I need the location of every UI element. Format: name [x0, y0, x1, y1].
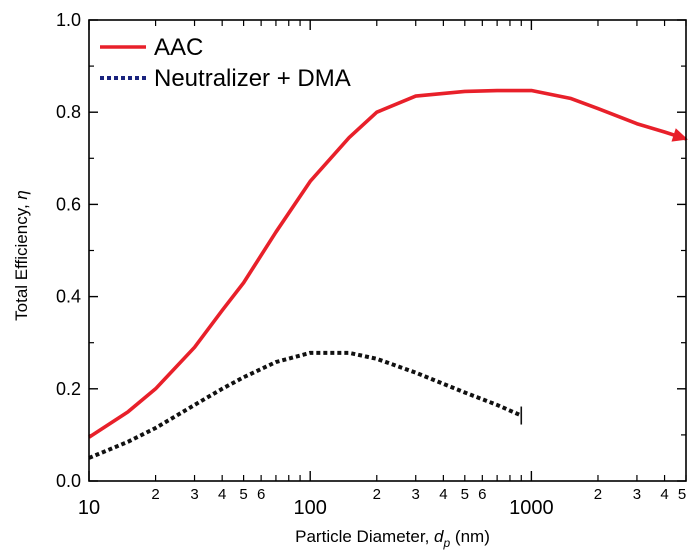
x-minor-tick-label: 6 — [478, 486, 486, 503]
series-end-arrow — [671, 128, 688, 142]
y-axis-label: Total Efficiency, η — [12, 190, 31, 321]
y-axis-label-text: Total Efficiency, — [12, 200, 31, 321]
x-major-tick-label: 1000 — [509, 497, 554, 519]
legend: AAC Neutralizer + DMA — [100, 34, 351, 92]
legend-label-neutralizer-dma: Neutralizer + DMA — [154, 65, 351, 92]
x-axis-label-unit: (nm) — [450, 527, 490, 546]
x-minor-tick-label: 6 — [257, 486, 265, 503]
y-tick-label: 1.0 — [56, 10, 81, 30]
x-minor-tick-label: 5 — [678, 486, 686, 503]
y-tick-labels: 0.0 0.2 0.4 0.6 0.8 1.0 — [56, 10, 81, 491]
x-axis-label-subscript: p — [443, 536, 451, 550]
y-tick-label: 0.4 — [56, 287, 81, 307]
x-major-tick-label: 100 — [294, 497, 327, 519]
x-minor-tick-label: 2 — [594, 486, 602, 503]
x-minor-tick-label: 4 — [439, 486, 447, 503]
plot-frame — [88, 19, 687, 482]
y-tick-label: 0.0 — [56, 471, 81, 491]
x-minor-tick-label: 2 — [373, 486, 381, 503]
y-axis-label-variable: η — [12, 190, 31, 199]
legend-label-aac: AAC — [154, 34, 203, 61]
x-minor-tick-label: 5 — [461, 486, 469, 503]
series-line-1 — [88, 350, 523, 460]
x-major-tick-label: 10 — [78, 497, 100, 519]
x-minor-tick-label: 5 — [239, 486, 247, 503]
y-tick-label: 0.6 — [56, 194, 81, 214]
x-axis-label: Particle Diameter, dp (nm) — [295, 527, 490, 550]
x-minor-tick-label: 3 — [633, 486, 641, 503]
series-lines — [88, 88, 688, 460]
y-tick-label: 0.2 — [56, 379, 81, 399]
x-minor-tick-label: 4 — [218, 486, 226, 503]
x-minor-tick-label: 3 — [190, 486, 198, 503]
x-minor-tick-label: 3 — [412, 486, 420, 503]
x-axis-label-text: Particle Diameter, — [295, 527, 434, 546]
x-minor-tick-label: 2 — [151, 486, 159, 503]
x-minor-tick-label: 4 — [660, 486, 668, 503]
series-line-0 — [88, 88, 687, 439]
x-axis-label-variable: d — [434, 527, 444, 546]
y-tick-label: 0.8 — [56, 102, 81, 122]
